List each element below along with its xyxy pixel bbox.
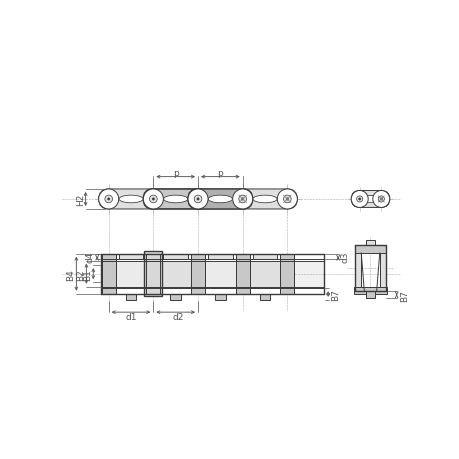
Circle shape xyxy=(238,196,246,203)
FancyBboxPatch shape xyxy=(188,190,252,209)
Circle shape xyxy=(152,198,154,201)
Circle shape xyxy=(377,196,384,202)
Circle shape xyxy=(143,190,163,209)
Circle shape xyxy=(283,196,291,203)
Circle shape xyxy=(285,198,288,201)
Bar xyxy=(108,261,153,287)
Bar xyxy=(170,294,181,300)
Text: B1: B1 xyxy=(83,268,91,280)
Text: B2: B2 xyxy=(76,268,84,280)
Text: p: p xyxy=(173,168,178,177)
Ellipse shape xyxy=(163,196,187,203)
Bar xyxy=(259,294,270,300)
Circle shape xyxy=(379,198,381,201)
Circle shape xyxy=(356,196,362,202)
Bar xyxy=(252,254,277,259)
Text: B7: B7 xyxy=(399,289,408,301)
Text: B4: B4 xyxy=(66,268,74,280)
Bar xyxy=(163,254,188,259)
Circle shape xyxy=(277,190,297,209)
Bar xyxy=(153,261,197,287)
Bar xyxy=(235,254,249,294)
Bar xyxy=(353,287,386,295)
Text: d1: d1 xyxy=(125,313,136,322)
Circle shape xyxy=(99,190,118,209)
Text: H2: H2 xyxy=(76,193,84,206)
Circle shape xyxy=(351,191,367,208)
Text: d2: d2 xyxy=(172,313,183,322)
Circle shape xyxy=(107,198,110,201)
Bar xyxy=(280,254,294,294)
Circle shape xyxy=(232,190,252,209)
Bar xyxy=(146,254,160,294)
FancyBboxPatch shape xyxy=(143,190,207,209)
Bar xyxy=(365,240,374,246)
Bar xyxy=(101,261,324,287)
Bar xyxy=(214,294,225,300)
Ellipse shape xyxy=(119,196,143,203)
Circle shape xyxy=(188,190,207,209)
Text: p: p xyxy=(217,168,223,177)
FancyBboxPatch shape xyxy=(188,190,252,209)
Circle shape xyxy=(105,196,112,203)
Circle shape xyxy=(149,196,157,203)
Circle shape xyxy=(196,198,199,201)
Bar xyxy=(207,254,232,259)
Bar xyxy=(101,254,115,294)
Circle shape xyxy=(241,198,243,201)
Circle shape xyxy=(358,198,360,201)
Ellipse shape xyxy=(360,196,380,203)
FancyBboxPatch shape xyxy=(232,190,297,209)
Text: d4: d4 xyxy=(85,251,95,263)
Bar xyxy=(144,252,162,297)
Bar xyxy=(354,246,360,292)
Circle shape xyxy=(372,191,389,208)
Text: B7: B7 xyxy=(330,289,340,300)
Bar xyxy=(354,246,385,253)
Bar xyxy=(125,294,136,300)
Text: d3: d3 xyxy=(340,251,349,263)
Bar xyxy=(379,246,385,292)
Bar xyxy=(190,254,205,294)
Ellipse shape xyxy=(252,196,276,203)
Bar xyxy=(365,292,374,299)
Circle shape xyxy=(194,196,202,203)
Ellipse shape xyxy=(208,196,232,203)
Bar xyxy=(242,261,287,287)
FancyBboxPatch shape xyxy=(99,190,163,209)
FancyBboxPatch shape xyxy=(351,191,389,208)
Bar xyxy=(118,254,143,259)
Bar xyxy=(197,261,242,287)
